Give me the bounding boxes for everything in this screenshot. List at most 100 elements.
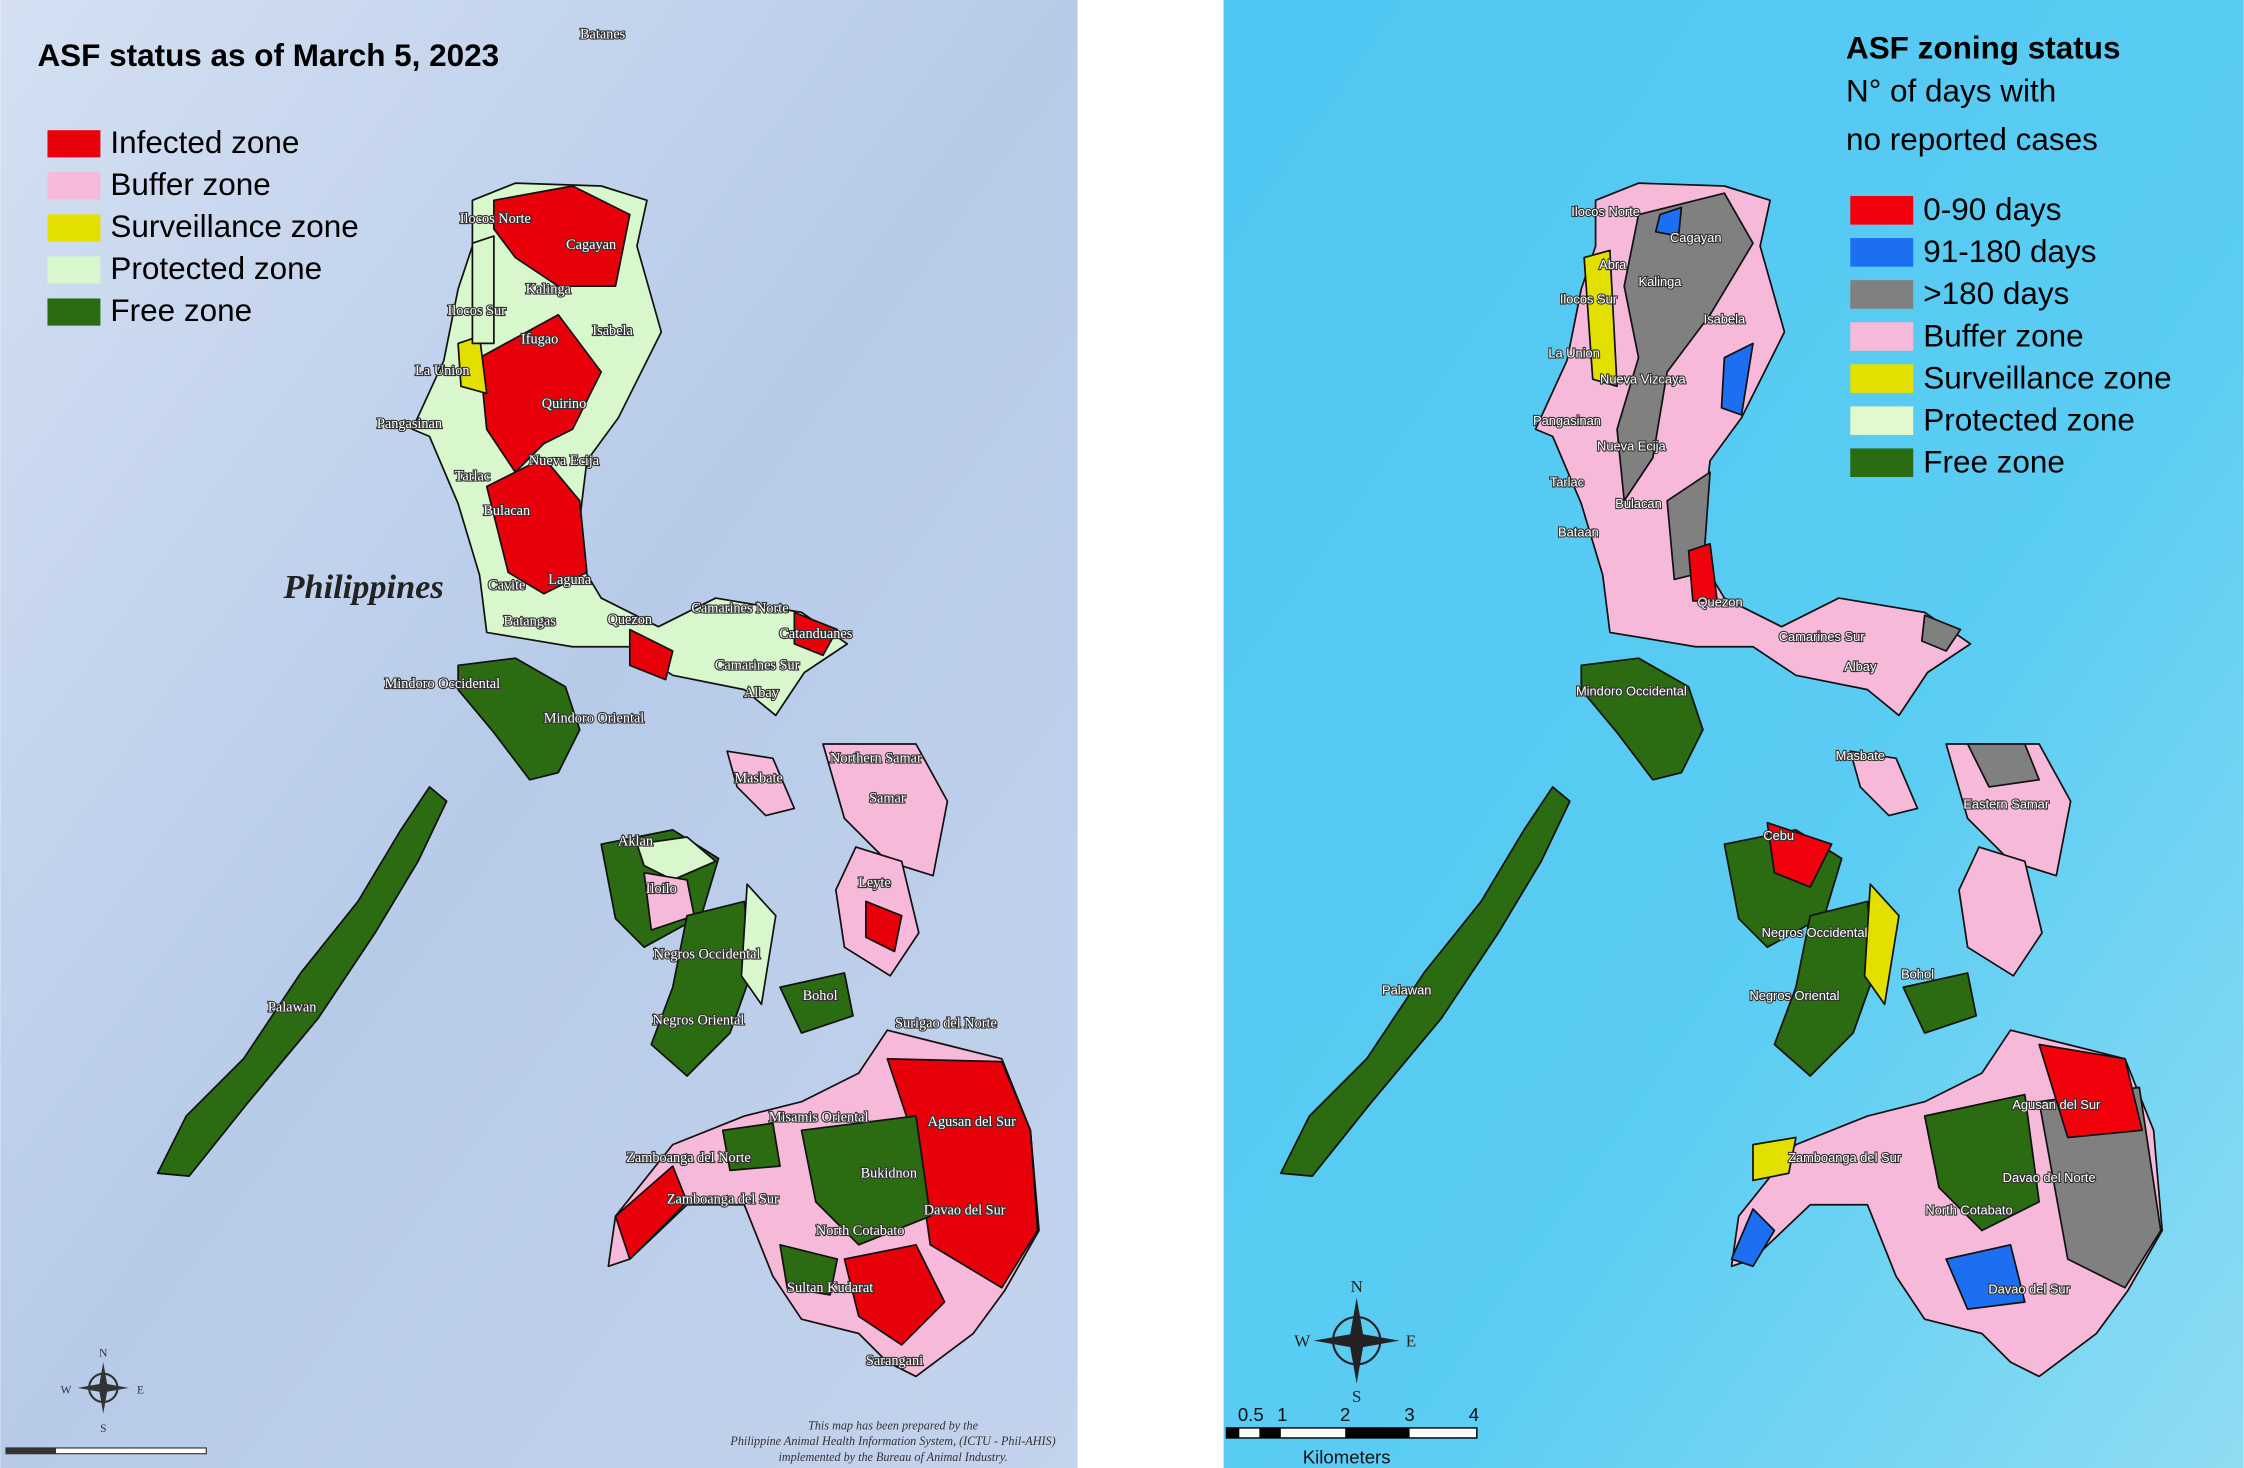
scale-label: 0.5: [1238, 1404, 1264, 1425]
zone: [1966, 743, 2041, 788]
legend-label: Free zone: [1923, 444, 2065, 479]
place-label: Ilocos Sur: [1560, 291, 1618, 306]
zone: [1654, 206, 1683, 237]
country-label: Philippines: [283, 568, 444, 606]
place-label: Negros Oriental: [653, 1012, 745, 1028]
left-map: [156, 182, 1040, 1378]
map-credit: This map has been prepared by the: [808, 1418, 979, 1432]
zone: [800, 1115, 932, 1246]
legend-swatch: [47, 214, 101, 242]
compass-letter: W: [61, 1385, 72, 1397]
place-label: La Union: [1548, 346, 1599, 361]
legend-label: Surveillance zone: [110, 209, 358, 244]
place-label: Samar: [869, 791, 906, 807]
legend-label: Buffer zone: [110, 167, 270, 202]
place-label: Kalinga: [526, 281, 572, 297]
legend-swatch: [47, 298, 101, 326]
place-label: Batanes: [580, 27, 626, 43]
place-label: Aklan: [618, 834, 653, 850]
compass-star: [1313, 1297, 1400, 1384]
place-label: La Union: [415, 363, 469, 379]
place-label: Abra: [1599, 257, 1627, 272]
place-label: Bohol: [803, 988, 838, 1004]
map-subtitle: N° of days with: [1846, 74, 2056, 109]
compass-star: [77, 1362, 130, 1414]
zone: [493, 185, 631, 288]
legend-swatch: [1850, 238, 1914, 267]
zone: [1730, 1208, 1776, 1268]
place-label: Camarines Norte: [691, 600, 788, 616]
place-label: North Cotabato: [816, 1223, 905, 1239]
legend-label: Infected zone: [110, 125, 299, 160]
zone: [865, 900, 903, 953]
place-label: Tarlac: [455, 469, 491, 485]
gap: [1077, 0, 1224, 1468]
place-label: Isabela: [1704, 311, 1746, 326]
scale-bar: [1345, 1427, 1410, 1438]
zone: [485, 456, 588, 595]
compass-letter: N: [99, 1347, 107, 1359]
place-label: Albay: [744, 685, 780, 701]
legend-swatch: [47, 172, 101, 200]
scale-bar: [1259, 1427, 1281, 1438]
place-label: Tarlac: [1550, 474, 1585, 489]
legend-label: 91-180 days: [1923, 234, 2096, 269]
map-credit: Philippine Animal Health Information Sys…: [729, 1434, 1055, 1448]
zone: [1687, 542, 1719, 602]
scale-label: 4: [1469, 1404, 1479, 1425]
zone: [614, 1165, 688, 1260]
scale-bar: [5, 1447, 57, 1454]
legend-swatch: [1850, 322, 1914, 351]
zone: [721, 1122, 781, 1172]
place-label: Masbate: [1836, 748, 1885, 763]
zone: [2038, 1043, 2144, 1139]
place-label: Bohol: [1901, 967, 1934, 982]
scale-unit: Kilometers: [1303, 1447, 1391, 1468]
place-label: Eastern Samar: [1963, 796, 2049, 811]
zone: [779, 1243, 839, 1296]
legend-label: >180 days: [1923, 276, 2069, 311]
place-label: Sultan Kudarat: [787, 1280, 873, 1296]
place-label: Surigao del Norte: [895, 1015, 997, 1031]
legend-label: Buffer zone: [1923, 318, 2083, 353]
map-credit: implemented by the Bureau of Animal Indu…: [778, 1450, 1007, 1464]
zone: [1923, 1093, 2041, 1232]
place-label: Masbate: [734, 771, 782, 787]
place-label: Agusan del Sur: [2012, 1097, 2101, 1112]
place-label: Zamboanga del Norte: [626, 1150, 751, 1166]
place-label: Nueva Ecija: [529, 453, 600, 469]
place-label: Pangasinan: [377, 416, 442, 432]
place-label: Pangasinan: [1533, 413, 1601, 428]
place-label: Davao del Sur: [1988, 1281, 2070, 1296]
zone: [1920, 614, 1962, 652]
place-label: Palawan: [1382, 982, 1431, 997]
legend-label: Protected zone: [110, 251, 322, 286]
zone: [843, 1243, 946, 1346]
place-label: Sarangani: [866, 1353, 923, 1369]
compass-letter: E: [137, 1385, 144, 1397]
zone: [1752, 1136, 1797, 1182]
scale-label: 2: [1340, 1404, 1350, 1425]
legend-swatch: [1850, 448, 1914, 478]
place-label: Zamboanga del Sur: [667, 1191, 779, 1207]
place-label: Nueva Vizcaya: [1600, 371, 1686, 386]
place-label: Davao del Sur: [924, 1203, 1006, 1219]
zone: [1945, 1243, 2026, 1311]
zone: [471, 235, 495, 345]
place-label: Camarines Sur: [715, 658, 800, 674]
map-subtitle: no reported cases: [1846, 122, 2098, 157]
zone: [636, 836, 717, 881]
place-label: Davao del Norte: [2003, 1170, 2096, 1185]
legend-label: Surveillance zone: [1923, 360, 2171, 395]
legend-label: Protected zone: [1923, 402, 2135, 437]
compass-letter: N: [1350, 1277, 1362, 1296]
legend-label: Free zone: [110, 293, 252, 328]
compass-letter: S: [1352, 1387, 1362, 1406]
place-label: Bulacan: [1615, 496, 1661, 511]
place-label: Negros Oriental: [1749, 988, 1839, 1003]
right-map: [1279, 182, 2164, 1378]
place-label: Ilocos Norte: [1571, 204, 1640, 219]
legend-swatch: [1850, 364, 1914, 393]
zone: [478, 313, 603, 474]
